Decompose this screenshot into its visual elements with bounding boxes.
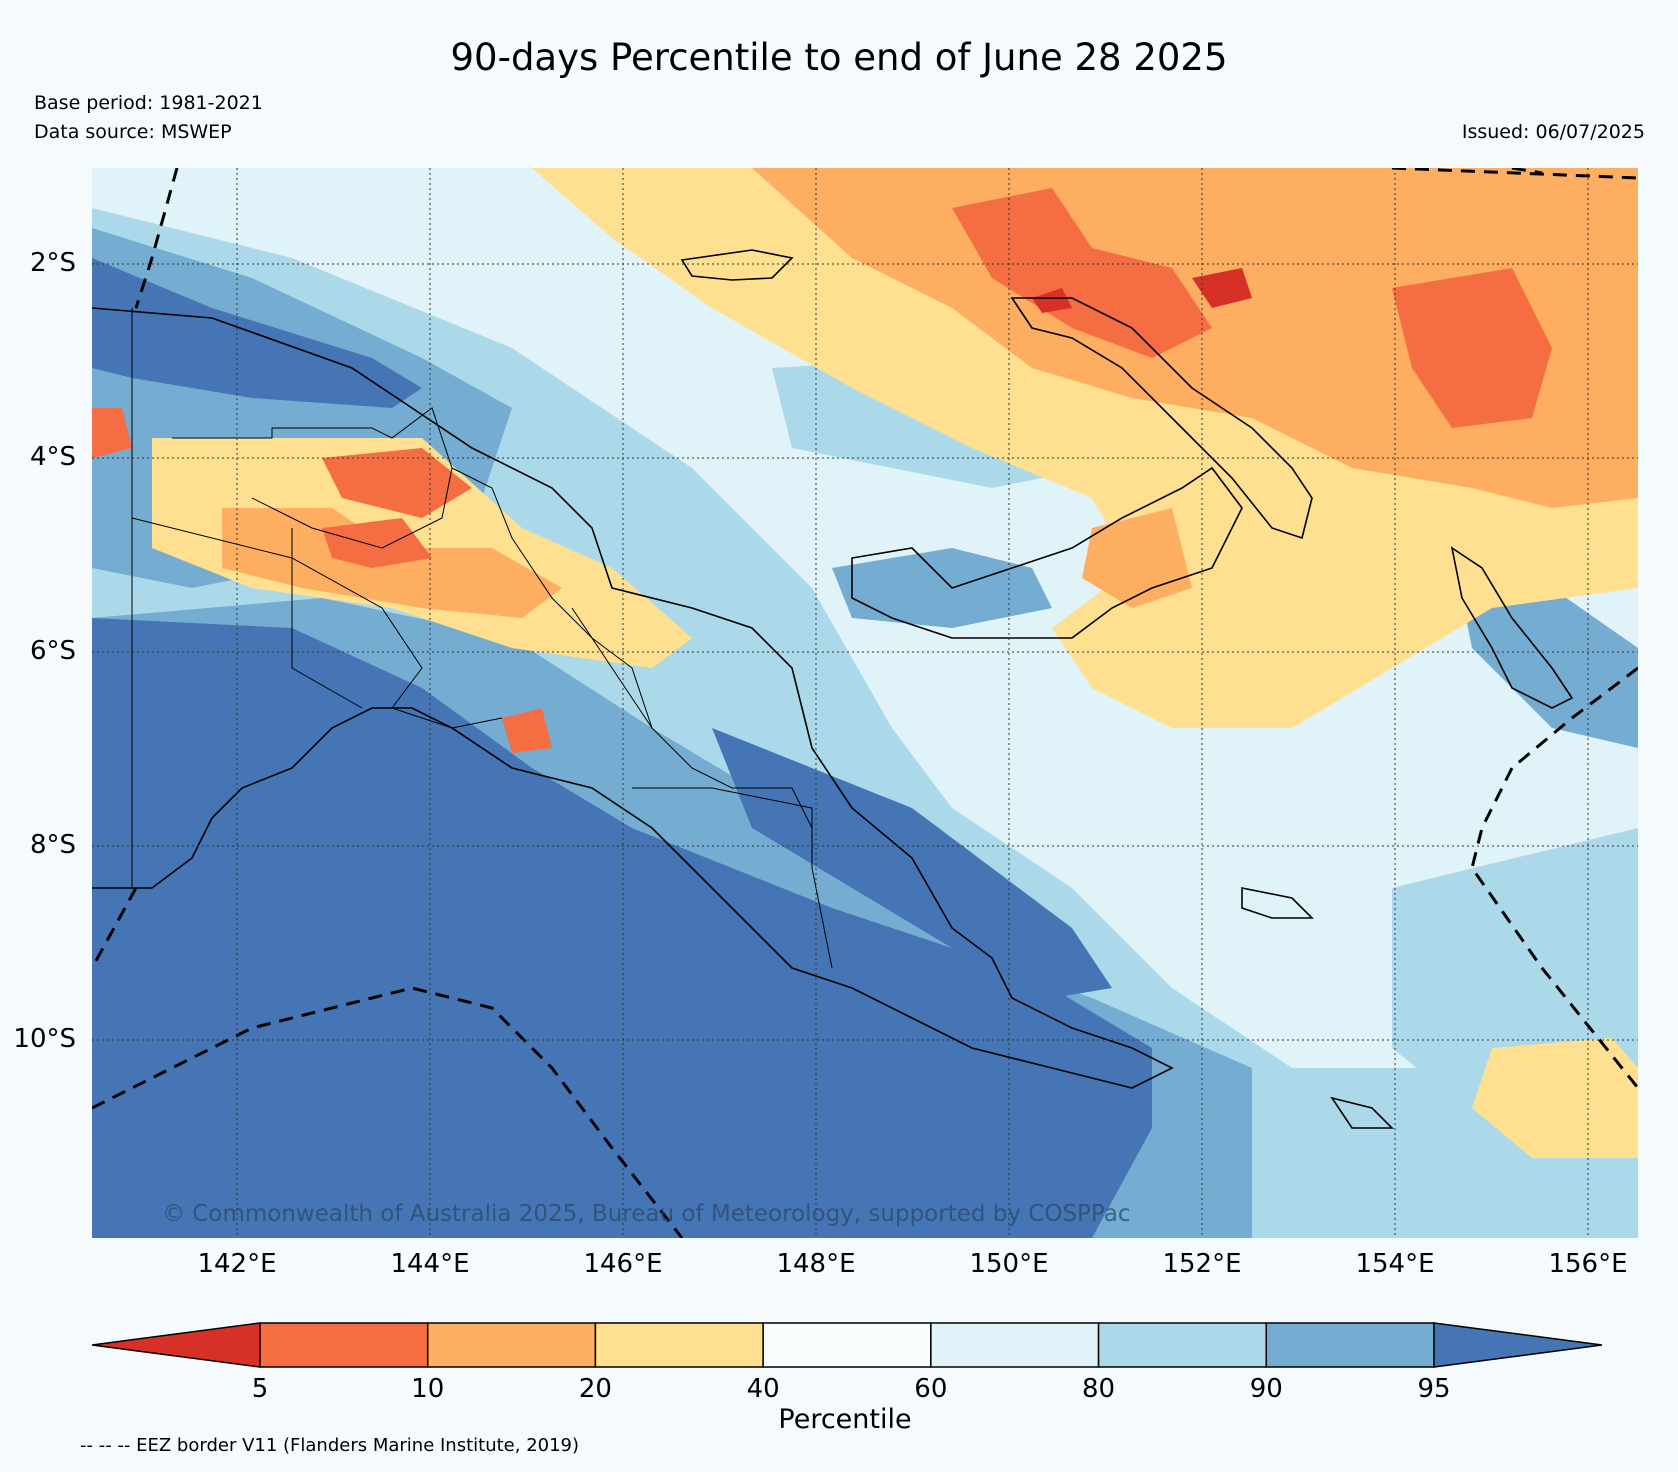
colorbar-tick-label: 90 bbox=[1249, 1374, 1283, 1404]
issued-date-label: Issued: 06/07/2025 bbox=[1461, 121, 1645, 143]
colorbar-tick-label: 40 bbox=[746, 1374, 780, 1404]
lat-tick-10s: 10°S bbox=[13, 1024, 76, 1054]
colorbar-tick-label: 10 bbox=[411, 1374, 445, 1404]
region-5-10-north bbox=[952, 188, 1212, 358]
colorbar-segment bbox=[426, 1322, 597, 1368]
colorbar-segment bbox=[930, 1322, 1100, 1368]
colorbar-arrow-high bbox=[1433, 1322, 1602, 1368]
colorbar-tick-label: 95 bbox=[1417, 1374, 1451, 1404]
province-borders bbox=[131, 308, 833, 969]
copyright-notice: © Commonwealth of Australia 2025, Bureau… bbox=[162, 1201, 1131, 1227]
coastlines bbox=[92, 249, 1574, 1129]
region-above-95-north bbox=[92, 258, 422, 408]
lon-tick-148e: 148°E bbox=[776, 1249, 856, 1279]
colorbar-segment bbox=[594, 1322, 764, 1368]
region-5-10-east bbox=[1392, 268, 1552, 428]
lon-tick-154e: 154°E bbox=[1355, 1249, 1435, 1279]
region-5-10-west bbox=[322, 448, 472, 518]
colorbar-tick-label: 20 bbox=[578, 1374, 612, 1404]
lat-tick-2s: 2°S bbox=[29, 248, 76, 278]
eez-footnote: -- -- -- EEZ border V11 (Flanders Marine… bbox=[80, 1435, 580, 1456]
region-above-95-coast bbox=[712, 728, 1112, 998]
lat-tick-8s: 8°S bbox=[29, 830, 76, 860]
colorbar-tick-label: 80 bbox=[1082, 1374, 1116, 1404]
colorbar-segment bbox=[1265, 1322, 1435, 1368]
region-5-10-west2 bbox=[322, 518, 432, 568]
colorbar-segment bbox=[1097, 1322, 1268, 1368]
region-20-40-se bbox=[1472, 1038, 1638, 1158]
region-below-5-2 bbox=[1032, 288, 1072, 313]
region-5-10-far-west bbox=[92, 408, 132, 458]
colorbar-arrow-low bbox=[92, 1322, 261, 1368]
lon-tick-152e: 152°E bbox=[1162, 1249, 1242, 1279]
lon-tick-156e: 156°E bbox=[1548, 1249, 1628, 1279]
lon-tick-150e: 150°E bbox=[969, 1249, 1049, 1279]
region-10-20 bbox=[752, 168, 1638, 508]
percentile-map bbox=[92, 168, 1638, 1238]
map-title: 90-days Percentile to end of June 28 202… bbox=[450, 36, 1228, 79]
lon-tick-142e: 142°E bbox=[197, 1249, 277, 1279]
colorbar-tick-label: 5 bbox=[251, 1374, 269, 1404]
eez-borders bbox=[92, 168, 1638, 1238]
region-below-5 bbox=[1192, 268, 1252, 308]
colorbar-title: Percentile bbox=[778, 1404, 912, 1435]
lat-tick-6s: 6°S bbox=[29, 636, 76, 666]
colorbar-tick-label: 60 bbox=[914, 1374, 948, 1404]
colorbar bbox=[92, 1322, 1602, 1368]
lat-tick-4s: 4°S bbox=[29, 442, 76, 472]
colorbar-segment bbox=[259, 1322, 429, 1368]
region-90-95-center bbox=[832, 548, 1052, 628]
region-5-10-south bbox=[502, 708, 552, 753]
colorbar-segment bbox=[762, 1322, 932, 1368]
graticule bbox=[92, 168, 1638, 1238]
lon-tick-144e: 144°E bbox=[390, 1249, 470, 1279]
lon-tick-146e: 146°E bbox=[583, 1249, 663, 1279]
region-above-95 bbox=[92, 618, 1152, 1238]
data-source-label: Data source: MSWEP bbox=[34, 121, 232, 143]
base-period-label: Base period: 1981-2021 bbox=[34, 92, 263, 114]
